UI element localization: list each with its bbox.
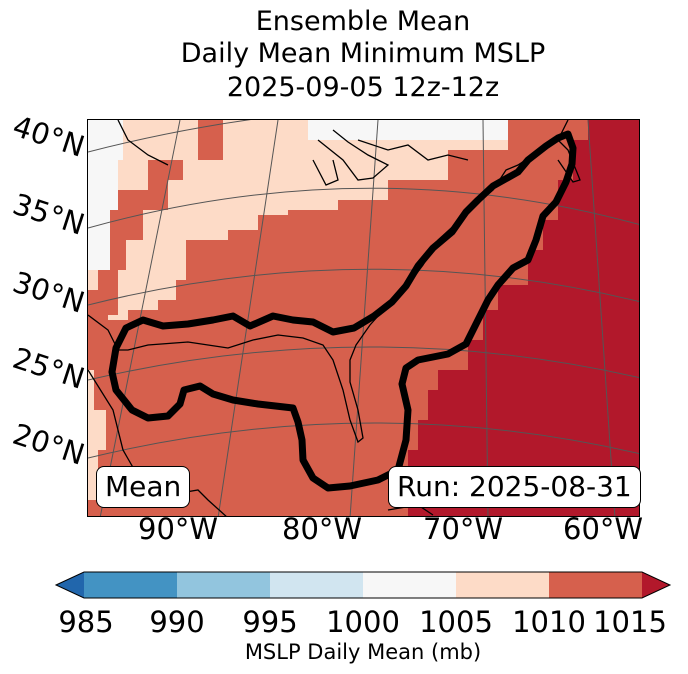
- lon-label-90w: 90°W: [138, 512, 219, 546]
- colorbar-over-arrow: [642, 572, 670, 598]
- colorbar-outline: [54, 571, 672, 599]
- title-line-2: Daily Mean Minimum MSLP: [180, 38, 546, 69]
- colorbar-bin-995-1000: [270, 572, 363, 598]
- title-line-1: Ensemble Mean: [255, 6, 471, 37]
- mslp-field-above-1015: [408, 120, 639, 516]
- colorbar-tick-1000: 1000: [326, 605, 400, 639]
- colorbar-tick-1015: 1015: [593, 605, 667, 639]
- colorbar-tick-1010: 1010: [512, 605, 586, 639]
- lat-label-20: 20°N: [8, 416, 89, 472]
- lon-label-60w: 60°W: [563, 512, 644, 546]
- colorbar-tick-990: 990: [149, 605, 205, 639]
- lat-label-30: 30°N: [8, 264, 89, 320]
- colorbar-bin-985-990: [84, 572, 177, 598]
- lat-label-25: 25°N: [8, 340, 89, 396]
- colorbar-bin-990-995: [177, 572, 270, 598]
- map-panel: [87, 119, 640, 517]
- colorbar-bin-1010-1015: [549, 572, 642, 598]
- colorbar-tick-1005: 1005: [419, 605, 493, 639]
- mslp-field-1000-1005-b: [308, 120, 508, 140]
- colorbar-title: MSLP Daily Mean (mb): [244, 640, 482, 664]
- lon-label-70w: 70°W: [423, 512, 504, 546]
- map-svg: [88, 120, 639, 516]
- lat-label-40: 40°N: [8, 108, 89, 164]
- run-tag: Run: 2025-08-31: [388, 466, 641, 508]
- colorbar-bin-1000-1005: [363, 572, 456, 598]
- colorbar-tick-985: 985: [58, 605, 114, 639]
- colorbar-under-arrow: [56, 572, 84, 598]
- ensemble-contour: [108, 130, 577, 492]
- colorbar-tick-995: 995: [242, 605, 298, 639]
- mean-tag: Mean: [96, 466, 191, 508]
- mslp-field-1005-1010-b: [108, 120, 508, 320]
- mslp-field-1000-1005: [88, 120, 123, 270]
- colorbar: [54, 571, 672, 599]
- title-line-3: 2025-09-05 12z-12z: [226, 72, 500, 103]
- lat-label-35: 35°N: [8, 186, 89, 242]
- colorbar-bin-1005-1010: [456, 572, 549, 598]
- lon-label-80w: 80°W: [282, 512, 363, 546]
